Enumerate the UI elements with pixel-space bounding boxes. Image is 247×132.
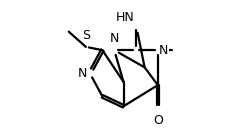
Text: S: S [82,29,90,42]
Text: N: N [110,32,119,45]
Text: N: N [159,44,168,57]
Text: N: N [78,67,87,80]
Text: O: O [153,114,163,127]
Text: HN: HN [116,11,135,24]
